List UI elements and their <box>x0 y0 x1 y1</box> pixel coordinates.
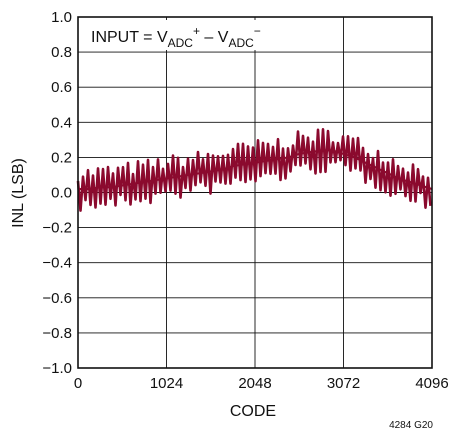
x-tick-label: 3072 <box>327 375 360 392</box>
annotation-backdrop <box>85 20 285 50</box>
y-tick-labels: 1.0 0.8 0.6 0.4 0.2 0.0 −0.2 −0.4 −0.6 −0.8 −1.0 <box>42 9 72 377</box>
series-layer <box>76 128 433 212</box>
y-tick-label: −0.2 <box>42 220 72 237</box>
figure-id: 4284 G20 <box>389 420 433 431</box>
y-tick-label: 0.6 <box>51 79 72 96</box>
x-tick-label: 4096 <box>415 375 448 392</box>
x-tick-label: 1024 <box>150 375 183 392</box>
y-tick-label: 1.0 <box>51 9 72 26</box>
y-tick-label: −0.6 <box>42 290 72 307</box>
x-tick-label: 2048 <box>238 375 271 392</box>
y-axis-title: INL (LSB) <box>10 158 27 228</box>
y-tick-label: 0.2 <box>51 149 72 166</box>
x-tick-label: 0 <box>74 375 82 392</box>
plot-frame <box>77 16 433 369</box>
x-tick-labels: 0 1024 2048 3072 4096 <box>74 375 449 392</box>
x-axis-title: CODE <box>230 403 276 420</box>
inl-noise-trace <box>76 128 432 212</box>
y-tick-label: −0.4 <box>42 255 72 272</box>
y-tick-label: 0.4 <box>51 114 72 131</box>
y-tick-label: 0.8 <box>51 44 72 61</box>
y-tick-label: 0.0 <box>51 185 72 202</box>
input-annotation: INPUT = VADC+ – VADC− <box>91 24 261 50</box>
y-tick-label: −1.0 <box>42 360 72 377</box>
y-tick-label: −0.8 <box>42 325 72 342</box>
